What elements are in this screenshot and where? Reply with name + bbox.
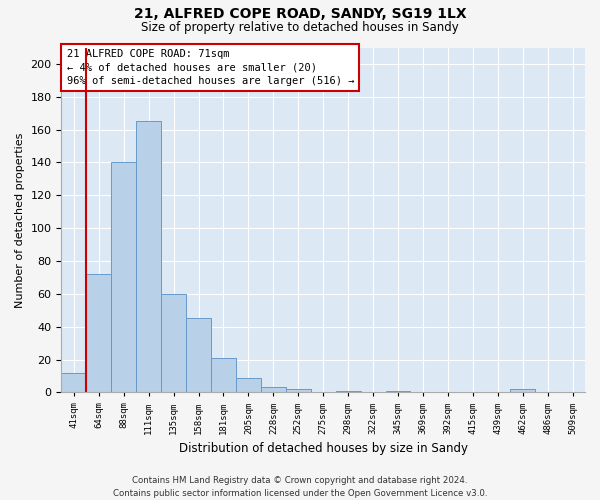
Bar [211, 358, 236, 392]
Bar [86, 274, 111, 392]
Bar [286, 389, 311, 392]
Bar [335, 390, 361, 392]
Bar [236, 378, 261, 392]
Y-axis label: Number of detached properties: Number of detached properties [15, 132, 25, 308]
Bar [386, 390, 410, 392]
Bar [186, 318, 211, 392]
Text: Contains HM Land Registry data © Crown copyright and database right 2024.
Contai: Contains HM Land Registry data © Crown c… [113, 476, 487, 498]
Bar [510, 389, 535, 392]
X-axis label: Distribution of detached houses by size in Sandy: Distribution of detached houses by size … [179, 442, 468, 455]
Text: Size of property relative to detached houses in Sandy: Size of property relative to detached ho… [141, 21, 459, 34]
Text: 21 ALFRED COPE ROAD: 71sqm
← 4% of detached houses are smaller (20)
96% of semi-: 21 ALFRED COPE ROAD: 71sqm ← 4% of detac… [67, 49, 354, 86]
Text: 21, ALFRED COPE ROAD, SANDY, SG19 1LX: 21, ALFRED COPE ROAD, SANDY, SG19 1LX [134, 8, 466, 22]
Bar [111, 162, 136, 392]
Bar [136, 122, 161, 392]
Bar [261, 388, 286, 392]
Bar [161, 294, 186, 392]
Bar [61, 372, 86, 392]
